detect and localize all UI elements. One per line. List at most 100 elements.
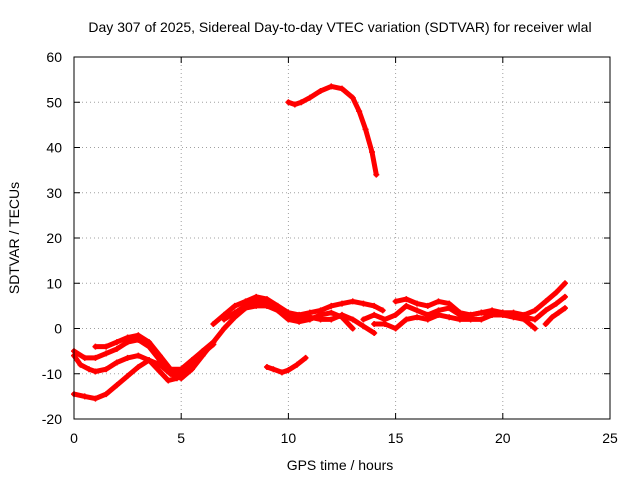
data-point xyxy=(521,316,528,323)
x-tick-label: 20 xyxy=(495,430,511,446)
data-point xyxy=(291,101,298,108)
y-tick-label: 50 xyxy=(46,94,62,110)
data-point xyxy=(414,307,421,314)
data-point xyxy=(424,302,431,309)
data-point xyxy=(103,350,110,357)
series-late-3 xyxy=(392,296,538,332)
data-point xyxy=(561,280,568,287)
data-point xyxy=(124,354,131,361)
data-point xyxy=(349,316,356,323)
series-line xyxy=(543,305,568,327)
data-point xyxy=(381,320,388,327)
data-point xyxy=(135,352,142,359)
y-axis-ticks: -20 -10 0 10 20 30 40 50 60 xyxy=(42,49,610,427)
data-point xyxy=(86,366,93,373)
data-point xyxy=(293,361,300,368)
data-point xyxy=(369,149,376,156)
data-point xyxy=(285,316,292,323)
y-tick-label: 10 xyxy=(46,275,62,291)
data-point xyxy=(499,311,506,318)
data-point xyxy=(146,357,153,364)
data-point xyxy=(221,316,228,323)
data-point xyxy=(362,126,369,133)
data-point xyxy=(188,357,195,364)
data-point xyxy=(349,94,356,101)
data-point xyxy=(113,359,120,366)
chart-title: Day 307 of 2025, Sidereal Day-to-day VTE… xyxy=(88,19,591,35)
data-point xyxy=(531,316,538,323)
y-tick-label: 30 xyxy=(46,185,62,201)
data-point xyxy=(339,85,345,92)
x-tick-label: 15 xyxy=(388,430,404,446)
data-point xyxy=(360,316,367,323)
data-series xyxy=(71,83,568,402)
data-point xyxy=(124,334,131,341)
data-point xyxy=(360,300,367,307)
y-tick-label: 20 xyxy=(46,230,62,246)
data-point xyxy=(253,298,260,305)
series-early-3 xyxy=(92,332,206,373)
data-point xyxy=(446,314,453,321)
data-point xyxy=(414,300,421,307)
data-point xyxy=(103,343,110,350)
data-point xyxy=(103,366,110,373)
data-point xyxy=(371,311,378,318)
x-tick-label: 0 xyxy=(70,430,78,446)
data-point xyxy=(542,298,549,305)
x-axis-title: GPS time / hours xyxy=(287,457,394,473)
x-tick-label: 25 xyxy=(602,430,618,446)
data-point xyxy=(561,305,568,312)
data-point xyxy=(285,367,292,374)
data-point xyxy=(221,325,228,332)
y-axis-title: SDTVAR / TECUs xyxy=(6,182,22,294)
x-tick-label: 5 xyxy=(177,430,185,446)
data-point xyxy=(306,316,313,323)
data-point xyxy=(392,325,399,332)
data-point xyxy=(349,325,356,332)
data-point xyxy=(263,363,270,370)
data-point xyxy=(403,296,410,303)
data-point xyxy=(302,354,309,361)
data-point xyxy=(328,83,335,90)
data-point xyxy=(92,354,99,361)
data-point xyxy=(135,363,142,370)
data-point xyxy=(349,298,356,305)
series-line xyxy=(232,298,356,331)
data-point xyxy=(531,325,538,332)
data-point xyxy=(510,314,517,321)
series-high-arc xyxy=(285,83,380,178)
grid-lines xyxy=(74,57,610,419)
data-point xyxy=(373,171,380,178)
data-point xyxy=(424,316,431,323)
data-point xyxy=(561,293,568,300)
y-tick-label: 60 xyxy=(46,49,62,65)
data-point xyxy=(210,320,217,327)
data-point xyxy=(478,309,485,316)
data-point xyxy=(199,352,206,359)
data-point xyxy=(113,339,120,346)
data-point xyxy=(298,99,305,106)
data-point xyxy=(403,316,410,323)
data-point xyxy=(92,343,99,350)
data-point xyxy=(81,393,88,400)
data-point xyxy=(178,366,185,373)
data-point xyxy=(356,108,363,115)
data-point xyxy=(371,330,378,337)
data-point xyxy=(531,307,538,314)
data-point xyxy=(242,302,249,309)
x-tick-label: 10 xyxy=(281,430,297,446)
data-point xyxy=(542,307,549,314)
data-point xyxy=(456,309,463,316)
data-point xyxy=(392,298,399,305)
data-point xyxy=(124,373,131,380)
data-point xyxy=(178,375,185,382)
data-point xyxy=(414,314,421,321)
data-point xyxy=(165,377,172,384)
data-point xyxy=(156,361,163,368)
data-point xyxy=(456,316,463,323)
data-point xyxy=(360,323,367,330)
y-tick-label: -20 xyxy=(42,411,62,427)
data-point xyxy=(328,309,335,316)
data-point xyxy=(371,302,378,309)
